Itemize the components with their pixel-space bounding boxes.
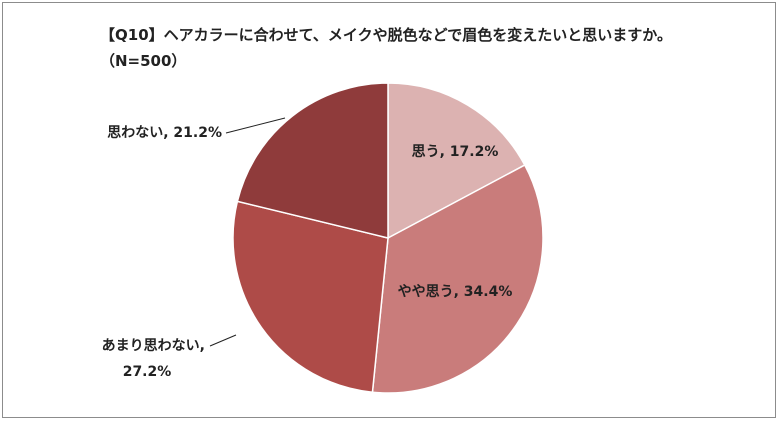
data-label: あまり思わない, (102, 338, 205, 354)
leader-line (225, 117, 286, 134)
pie-slice (232, 200, 389, 394)
chart-title: 【Q10】ヘアカラーに合わせて、メイクや脱色などで眉色を変えたいと思いますか。（… (100, 26, 672, 70)
leader-line (209, 334, 237, 347)
pie-slice (387, 82, 526, 240)
frame (2, 2, 776, 418)
pie-slice (236, 82, 389, 239)
data-label: 思う, 17.2% (412, 144, 499, 160)
data-label: 27.2% (123, 364, 172, 380)
pie-slice (371, 164, 544, 394)
data-label: 思わない, 21.2% (107, 125, 222, 141)
data-label: やや思う, 34.4% (398, 284, 513, 300)
